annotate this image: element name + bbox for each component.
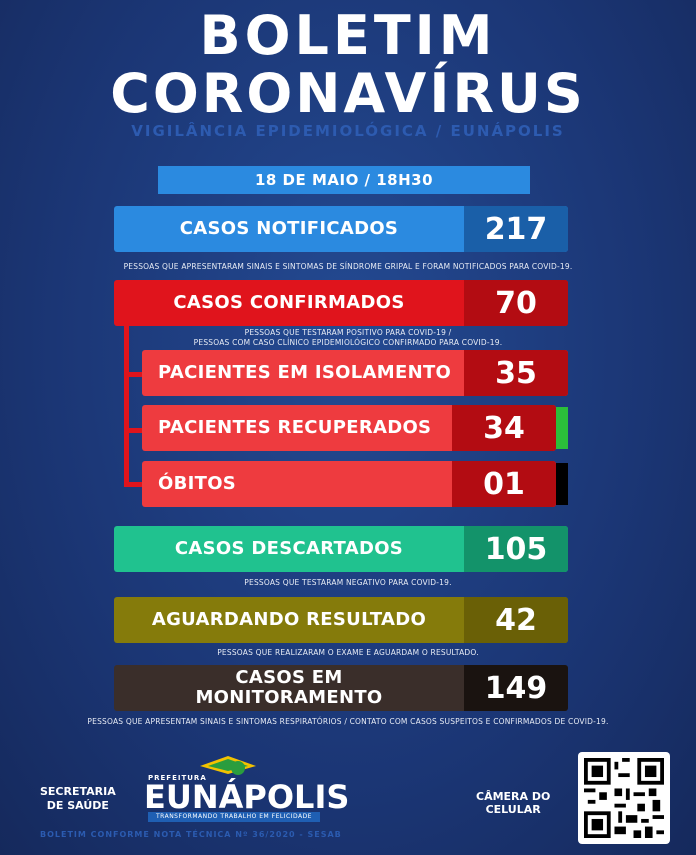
isolamento-row: PACIENTES EM ISOLAMENTO 35 (142, 350, 568, 396)
monitoramento-value: 149 (464, 665, 568, 711)
secretaria-label: SECRETARIA DE SAÚDE (40, 785, 116, 813)
camera-line2: CELULAR (485, 803, 541, 816)
recuperados-value: 34 (452, 405, 556, 451)
aguardando-value: 42 (464, 597, 568, 643)
isolamento-label: PACIENTES EM ISOLAMENTO (158, 362, 452, 383)
title-line1: BOLETIM (199, 4, 497, 67)
monitoramento-row: CASOS EM MONITORAMENTO 149 (114, 665, 568, 711)
bracket-tick (124, 428, 146, 433)
notificados-row: CASOS NOTIFICADOS 217 (114, 206, 568, 252)
obitos-value: 01 (452, 461, 556, 507)
confirmados-label: CASOS CONFIRMADOS (173, 292, 405, 313)
city-name: EUNÁPOLIS (144, 778, 350, 816)
monitoramento-label: CASOS EM MONITORAMENTO (114, 665, 464, 711)
confirmados-row: CASOS CONFIRMADOS 70 (114, 280, 568, 326)
bracket-tick (124, 482, 146, 487)
secretaria-line1: SECRETARIA (40, 785, 116, 798)
title-line2: CORONAVÍRUS (110, 62, 586, 125)
monitoramento-note: PESSOAS QUE APRESENTAM SINAIS E SINTOMAS… (87, 717, 609, 726)
secretaria-line2: DE SAÚDE (46, 799, 109, 812)
confirmados-note-2: PESSOAS COM CASO CLÍNICO EPIDEMIOLÓGICO … (193, 338, 503, 347)
prefeitura-logo: PREFEITURA EUNÁPOLIS TRANSFORMANDO TRABA… (138, 752, 349, 824)
slogan: TRANSFORMANDO TRABALHO EM FELICIDADE (148, 812, 320, 822)
date-text: 18 DE MAIO / 18H30 (254, 171, 434, 189)
aguardando-label: AGUARDANDO RESULTADO (151, 609, 427, 630)
bracket-tick (124, 372, 146, 377)
descartados-label: CASOS DESCARTADOS (174, 538, 404, 559)
monitoramento-label-2: MONITORAMENTO (195, 687, 383, 708)
subtitle: VIGILÂNCIA EPIDEMIOLÓGICA / EUNÁPOLIS (131, 122, 565, 140)
obitos-label: ÓBITOS (158, 473, 237, 494)
aguardando-row: AGUARDANDO RESULTADO 42 (114, 597, 568, 643)
confirmados-value: 70 (464, 280, 568, 326)
flag-icon (200, 756, 256, 775)
bracket-line (124, 322, 129, 486)
recuperados-marker (556, 407, 568, 449)
descartados-value: 105 (464, 526, 568, 572)
descartados-row: CASOS DESCARTADOS 105 (114, 526, 568, 572)
notificados-note: PESSOAS QUE APRESENTARAM SINAIS E SINTOM… (123, 262, 573, 271)
isolamento-value: 35 (464, 350, 568, 396)
confirmados-note-1: PESSOAS QUE TESTARAM POSITIVO PARA COVID… (244, 328, 452, 337)
date-bar: 18 DE MAIO / 18H30 (158, 166, 530, 194)
aguardando-note: PESSOAS QUE REALIZARAM O EXAME E AGUARDA… (217, 648, 479, 657)
recuperados-label: PACIENTES RECUPERADOS (158, 417, 432, 438)
notificados-value: 217 (464, 206, 568, 252)
qr-code-icon[interactable] (578, 752, 670, 844)
recuperados-row: PACIENTES RECUPERADOS 34 (142, 405, 556, 451)
camera-label: CÂMERA DO CELULAR (476, 790, 550, 816)
obitos-row: ÓBITOS 01 (142, 461, 556, 507)
monitoramento-label-1: CASOS EM (235, 667, 343, 688)
obitos-marker (556, 463, 568, 505)
camera-line1: CÂMERA DO (476, 790, 551, 803)
bottom-note: BOLETIM CONFORME NOTA TÉCNICA Nº 36/2020… (40, 830, 342, 839)
notificados-label: CASOS NOTIFICADOS (179, 218, 399, 239)
prefeitura-text: PREFEITURA (148, 774, 207, 782)
descartados-note: PESSOAS QUE TESTARAM NEGATIVO PARA COVID… (244, 578, 452, 587)
